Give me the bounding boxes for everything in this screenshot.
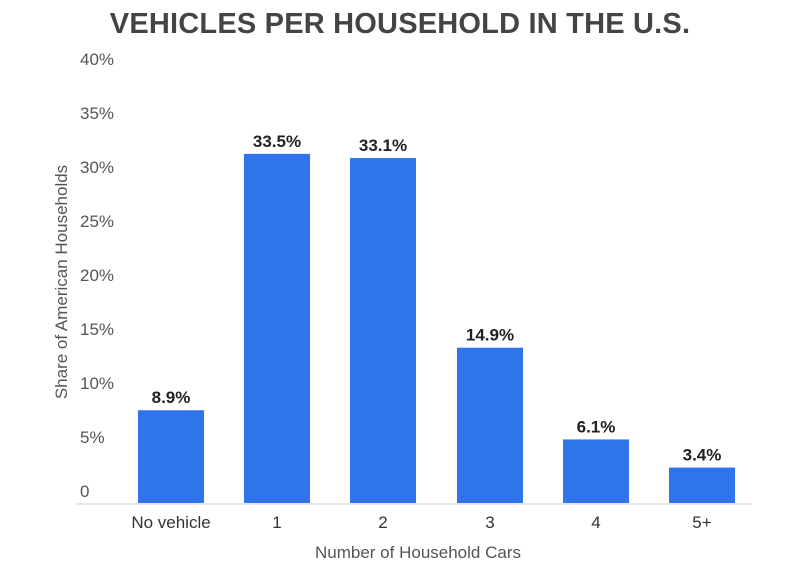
y-axis-ticks: 0 5% 10% 15% 20% 25% 30% 35% 40% — [80, 50, 114, 501]
bar-data-label: 14.9% — [466, 326, 514, 345]
x-category-label: 2 — [378, 513, 387, 532]
bar-data-label: 33.1% — [359, 136, 407, 155]
data-labels: 8.9% 33.5% 33.1% 14.9% 6.1% 3.4% — [152, 132, 722, 465]
y-tick-label: 25% — [80, 212, 114, 231]
y-axis-title: Share of American Households — [52, 165, 71, 399]
bars — [138, 153, 735, 503]
bar — [244, 153, 310, 503]
y-tick-label: 40% — [80, 50, 114, 69]
y-tick-label: 15% — [80, 320, 114, 339]
x-axis-title: Number of Household Cars — [315, 543, 521, 562]
bar-data-label: 6.1% — [577, 417, 616, 436]
bar-data-label: 33.5% — [253, 132, 301, 151]
x-axis-categories: No vehicle 1 2 3 4 5+ — [131, 513, 711, 532]
x-category-label: 3 — [485, 513, 494, 532]
x-category-label: 1 — [272, 513, 281, 532]
bar-data-label: 8.9% — [152, 388, 191, 407]
x-category-label: 4 — [591, 513, 600, 532]
x-category-label: 5+ — [692, 513, 711, 532]
bar — [669, 467, 735, 503]
bar — [138, 410, 204, 503]
bar — [563, 439, 629, 503]
y-tick-label: 0 — [80, 482, 89, 501]
y-tick-label: 35% — [80, 104, 114, 123]
chart-title: VEHICLES PER HOUSEHOLD IN THE U.S. — [109, 8, 691, 40]
y-tick-label: 10% — [80, 374, 114, 393]
bar — [457, 347, 523, 503]
bar — [350, 158, 416, 503]
y-tick-label: 20% — [80, 266, 114, 285]
x-category-label: No vehicle — [131, 513, 210, 532]
y-tick-label: 5% — [80, 428, 105, 447]
y-tick-label: 30% — [80, 158, 114, 177]
bar-data-label: 3.4% — [683, 446, 722, 465]
